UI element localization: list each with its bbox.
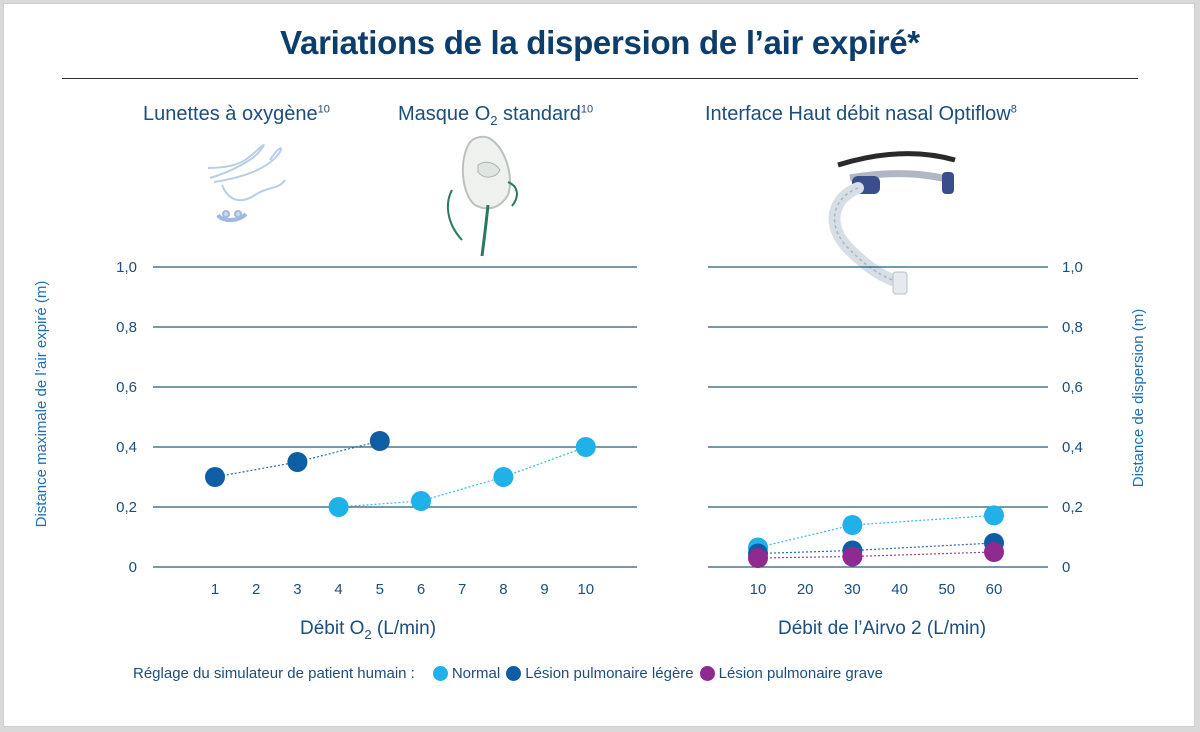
right-chart: 0 0,2 0,4 0,6 0,8 1,0 10 20 30 40 50 60 [708, 259, 1083, 598]
series-line [757, 551, 995, 559]
data-point [287, 452, 308, 472]
data-point [842, 546, 863, 567]
x-tick-label: 10 [577, 581, 594, 598]
nasal-cannula-label: Lunettes à oxygène10 [143, 103, 330, 125]
y-tick-label: 0 [129, 559, 137, 576]
x-tick-label: 1 [211, 581, 219, 598]
data-point [748, 548, 768, 568]
y-tick-label: 1,0 [1062, 259, 1083, 276]
figure-title: Variations de la dispersion de l’air exp… [280, 24, 920, 61]
data-point [842, 515, 863, 535]
data-point [984, 542, 1004, 562]
left-chart: 0 0,2 0,4 0,6 0,8 1,0 1 2 3 4 5 6 7 8 9 10 [116, 259, 637, 598]
x-tick-label: 50 [938, 581, 955, 598]
figure-frame [3, 3, 1195, 727]
legend-swatch-normal [432, 666, 448, 681]
right-y-axis-label: Distance de dispersion (m) [1130, 308, 1147, 488]
legend: Réglage du simulateur de patient humain … [133, 665, 889, 682]
data-point [205, 467, 225, 487]
left-y-axis-label: Distance maximale de l’air expiré (m) [33, 280, 50, 528]
legend-item-legere: Lésion pulmonaire légère [506, 665, 694, 682]
x-tick-label: 30 [844, 581, 861, 598]
legend-lead: Réglage du simulateur de patient humain … [133, 665, 415, 682]
series-line [757, 514, 995, 549]
x-tick-label: 6 [417, 581, 425, 598]
optiflow-label: Interface Haut débit nasal Optiflow8 [705, 103, 1017, 125]
data-point [369, 431, 390, 451]
legend-swatch-grave [699, 666, 715, 681]
y-tick-label: 0,8 [1062, 319, 1083, 336]
data-point [493, 467, 514, 487]
x-tick-label: 4 [334, 581, 342, 598]
data-point [575, 437, 596, 457]
left-x-axis-label: Débit O2 (L/min) [300, 618, 437, 642]
x-tick-label: 9 [540, 581, 548, 598]
x-tick-label: 5 [376, 581, 384, 598]
y-tick-label: 0,4 [116, 439, 137, 456]
data-point [984, 505, 1004, 526]
y-tick-label: 1,0 [116, 259, 137, 276]
x-tick-label: 40 [891, 581, 908, 598]
legend-swatch-legere [506, 666, 522, 681]
legend-label-legere: Lésion pulmonaire légère [525, 665, 694, 682]
data-point [328, 497, 349, 517]
x-tick-label: 8 [499, 581, 507, 598]
y-tick-label: 0,6 [116, 379, 137, 396]
optiflow-illustration [828, 151, 956, 295]
x-tick-label: 2 [252, 581, 260, 598]
series-line [214, 440, 380, 478]
title-divider [62, 78, 1138, 79]
x-tick-label: 10 [750, 581, 767, 598]
y-tick-label: 0,4 [1062, 439, 1083, 456]
data-point [411, 491, 431, 511]
legend-item-normal: Normal [432, 665, 501, 682]
x-tick-label: 7 [458, 581, 466, 598]
x-tick-label: 3 [293, 581, 301, 598]
series-line [338, 446, 587, 508]
mask-label: Masque O2 standard10 [398, 103, 594, 128]
right-x-axis-label: Débit de l’Airvo 2 (L/min) [778, 618, 987, 639]
y-tick-label: 0 [1062, 559, 1070, 576]
y-tick-label: 0,2 [1062, 499, 1083, 516]
legend-label-normal: Normal [451, 665, 501, 682]
y-tick-label: 0,8 [116, 319, 137, 336]
x-tick-label: 60 [986, 581, 1003, 598]
oxygen-mask-illustration [446, 135, 518, 257]
y-tick-label: 0,2 [116, 499, 137, 516]
nasal-cannula-illustration [207, 144, 286, 223]
x-tick-label: 20 [797, 581, 814, 598]
y-tick-label: 0,6 [1062, 379, 1083, 396]
legend-label-grave: Lésion pulmonaire grave [718, 665, 883, 682]
series-line [757, 542, 995, 555]
legend-item-grave: Lésion pulmonaire grave [699, 665, 883, 682]
